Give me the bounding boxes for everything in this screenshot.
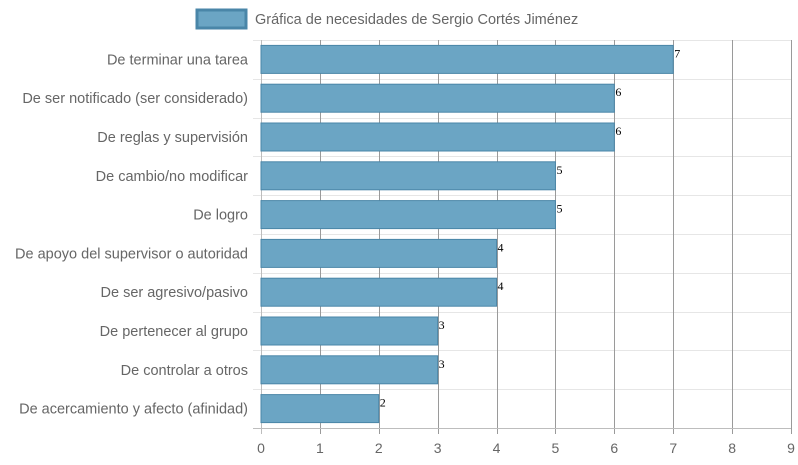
bar[interactable] — [260, 394, 380, 424]
category-labels: De terminar una tarea De ser notificado (… — [15, 52, 249, 417]
category-label: De cambio/no modificar — [96, 169, 248, 185]
value-labels: 7 6 6 5 5 4 4 3 3 2 — [380, 46, 680, 409]
bar[interactable] — [260, 44, 674, 74]
bar-value-label: 6 — [615, 124, 621, 138]
x-tick-label: 6 — [610, 440, 618, 456]
category-label: De controlar a otros — [121, 363, 248, 379]
bar-value-label: 5 — [556, 163, 562, 177]
legend-swatch — [195, 8, 248, 30]
x-tick-label: 8 — [728, 440, 736, 456]
category-label: De terminar una tarea — [107, 52, 249, 68]
category-label: De apoyo del supervisor o autoridad — [15, 246, 248, 262]
bar[interactable] — [260, 316, 439, 346]
bar[interactable] — [260, 200, 556, 230]
category-label: De ser agresivo/pasivo — [101, 285, 249, 301]
bar[interactable] — [260, 83, 615, 113]
category-label: De pertenecer al grupo — [100, 324, 248, 340]
x-tick-label: 3 — [434, 440, 442, 456]
category-label: De logro — [193, 208, 248, 224]
bar[interactable] — [260, 355, 439, 385]
bar[interactable] — [260, 238, 498, 268]
bar-value-label: 4 — [498, 240, 504, 254]
x-tick-label: 5 — [552, 440, 560, 456]
bar-value-label: 6 — [615, 85, 621, 99]
legend[interactable]: Gráfica de necesidades de Sergio Cortés … — [195, 8, 578, 30]
bar-value-label: 2 — [380, 396, 386, 410]
x-tick-label: 7 — [669, 440, 677, 456]
bar-value-label: 3 — [439, 357, 445, 371]
x-axis-ticks: 0 1 2 3 4 5 6 7 8 9 — [257, 440, 795, 456]
bar-value-label: 3 — [439, 318, 445, 332]
x-tick-label: 0 — [257, 440, 265, 456]
legend-label: Gráfica de necesidades de Sergio Cortés … — [255, 12, 578, 28]
category-label: De acercamiento y afecto (afinidad) — [19, 402, 248, 418]
category-label: De reglas y supervisión — [97, 130, 248, 146]
x-tick-label: 1 — [316, 440, 324, 456]
bar[interactable] — [260, 161, 556, 191]
bar-value-label: 4 — [498, 279, 504, 293]
bar[interactable] — [260, 277, 498, 307]
bars — [260, 44, 674, 424]
x-tick-label: 2 — [375, 440, 383, 456]
x-tick-label: 9 — [787, 440, 795, 456]
bar-value-label: 5 — [556, 202, 562, 216]
x-tick-label: 4 — [493, 440, 501, 456]
bar-value-label: 7 — [674, 46, 680, 60]
bar[interactable] — [260, 122, 615, 152]
category-label: De ser notificado (ser considerado) — [22, 91, 248, 107]
